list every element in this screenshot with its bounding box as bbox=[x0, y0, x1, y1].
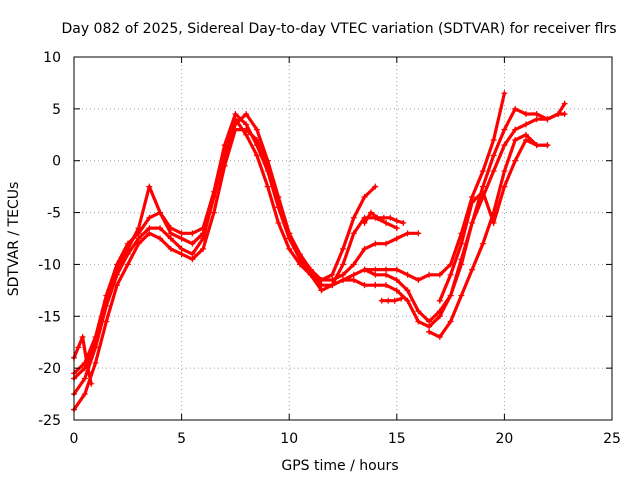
y-axis-label: SDTVAR / TECUs bbox=[6, 182, 22, 297]
x-tick-label: 5 bbox=[177, 431, 186, 447]
x-tick-label: 10 bbox=[280, 431, 298, 447]
data-point-marker bbox=[415, 230, 421, 236]
series-track bbox=[379, 296, 404, 304]
y-tick-label: -25 bbox=[38, 413, 61, 429]
y-tick-label: -20 bbox=[38, 361, 61, 377]
data-point-marker bbox=[383, 267, 389, 273]
y-tick-label: -5 bbox=[47, 206, 61, 222]
x-tick-label: 0 bbox=[70, 431, 79, 447]
data-series bbox=[71, 90, 568, 412]
series-track bbox=[71, 111, 400, 397]
data-point-marker bbox=[372, 282, 378, 288]
y-tick-label: 0 bbox=[52, 154, 61, 170]
y-tick-label: 5 bbox=[52, 102, 61, 118]
data-point-marker bbox=[372, 267, 378, 273]
sdtvar-chart: Day 082 of 2025, Sidereal Day-to-day VTE… bbox=[0, 0, 640, 480]
series-track bbox=[437, 137, 551, 304]
y-tick-label: -10 bbox=[38, 257, 61, 273]
x-tick-label: 25 bbox=[603, 431, 621, 447]
plot-frame bbox=[74, 57, 612, 420]
x-tick-label: 15 bbox=[388, 431, 406, 447]
data-point-marker bbox=[562, 111, 568, 117]
grid-lines bbox=[74, 57, 612, 420]
chart-title: Day 082 of 2025, Sidereal Day-to-day VTE… bbox=[61, 21, 616, 37]
y-tick-label: 10 bbox=[43, 50, 61, 66]
data-point-marker bbox=[385, 298, 391, 304]
data-point-marker bbox=[379, 298, 385, 304]
series-line bbox=[429, 135, 547, 337]
y-tick-label: -15 bbox=[38, 309, 61, 325]
data-point-marker bbox=[544, 142, 550, 148]
x-tick-label: 20 bbox=[495, 431, 513, 447]
x-axis-label: GPS time / hours bbox=[281, 458, 398, 474]
